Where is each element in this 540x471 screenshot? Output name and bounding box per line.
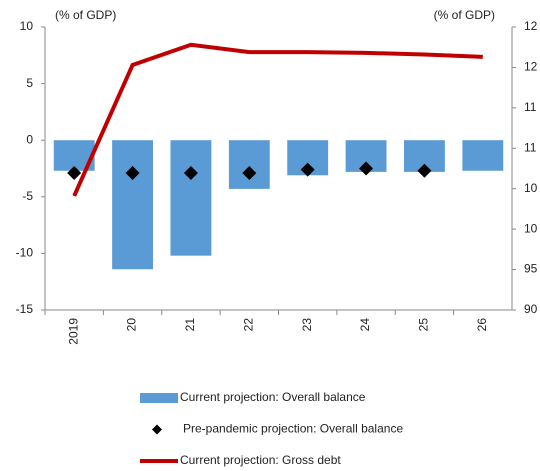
y2-tick-label: 95 [524,262,538,276]
y2-unit-label: (% of GDP) [434,8,495,22]
bar [462,140,504,171]
x-tick-label: 21 [183,318,197,332]
x-tick-label: 22 [241,318,255,332]
y2-tick-label: 10 [524,221,538,235]
y2-tick-label: 10 [524,181,538,195]
bar [228,140,270,189]
diamond [67,166,82,181]
legend-swatch [152,424,162,435]
y2-tick-label: 11 [524,140,537,154]
diamond [125,166,140,181]
diamond [417,163,432,178]
legend-swatch [140,393,178,403]
y2-tick-label: 12 [524,19,538,33]
x-tick-label: 2019 [66,318,80,345]
y-tick-label: 5 [26,76,33,90]
y-tick-label: 0 [26,132,33,146]
x-tick-label: 20 [125,318,139,332]
legend-label: Current projection: Overall balance [180,390,366,404]
y-tick-label: -15 [16,302,34,316]
bar [112,140,153,270]
y2-tick-label: 12 [524,60,538,74]
legend-label: Pre-pandemic projection: Overall balance [183,422,403,436]
y-tick-label: -10 [16,246,34,260]
legend-label: Current projection: Gross debt [180,453,341,467]
y-unit-label: (% of GDP) [55,8,116,22]
diamond [242,166,257,181]
y2-tick-label: 90 [524,302,538,316]
diamond [359,161,374,176]
x-tick-label: 24 [358,318,372,332]
x-tick-label: 26 [475,318,489,332]
line [72,42,483,197]
bar [170,140,212,256]
y-tick-label: -5 [22,189,33,203]
x-tick-label: 25 [417,318,431,332]
diamond [183,166,198,181]
diamond [300,162,315,177]
y2-tick-label: 11 [524,100,537,114]
x-tick-label: 23 [300,318,314,332]
y-tick-label: 10 [20,19,34,33]
